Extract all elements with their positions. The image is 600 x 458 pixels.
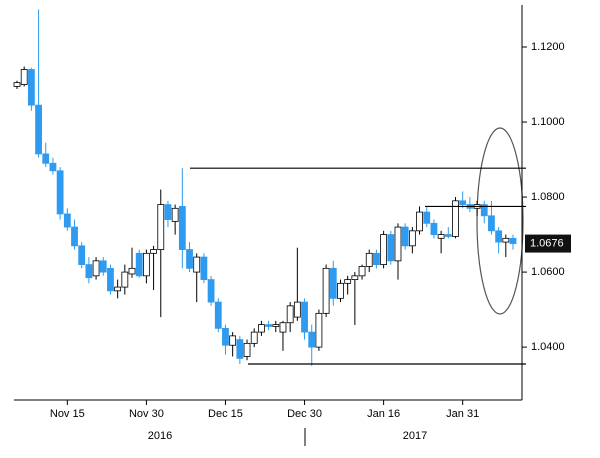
last-price-box (525, 234, 571, 253)
candle-body (250, 331, 258, 344)
candle-body (495, 230, 503, 243)
candle-body (150, 249, 157, 254)
candle-body (71, 226, 78, 247)
candle-body (344, 279, 352, 284)
x-tick-label: Dec 15 (208, 408, 243, 420)
x-tick-label: Jan 16 (367, 408, 400, 420)
y-tick-label: 1.1200 (531, 41, 565, 53)
candle-body (114, 286, 122, 292)
candle-body (35, 104, 42, 155)
candle-body (394, 226, 402, 262)
candle-body (351, 275, 359, 280)
candle-body (272, 324, 280, 327)
candle-body (308, 331, 316, 348)
candle-body (135, 252, 143, 277)
y-tick-label: 1.0600 (531, 266, 565, 278)
last-price-label: 1.0676 (530, 237, 564, 249)
candle-body (164, 204, 172, 220)
candle-body (63, 213, 71, 228)
candle-body (121, 271, 129, 288)
candle-body (243, 342, 251, 357)
candle-body (329, 267, 337, 299)
candle-body (459, 200, 467, 205)
highlight-ellipse (476, 127, 524, 315)
candle-body (186, 249, 193, 269)
candle-body (315, 312, 323, 348)
candle-body (301, 301, 308, 333)
candle-body (214, 301, 222, 329)
y-tick-label: 1.1000 (531, 116, 565, 128)
candle-body (265, 324, 272, 327)
x-tick-label: Nov 30 (129, 408, 164, 420)
candle-body (99, 260, 107, 273)
candle-body (27, 69, 35, 106)
candle-body (337, 282, 344, 299)
candle-body (365, 252, 373, 267)
x-tick-label: Dec 30 (287, 408, 322, 420)
candle-body (207, 279, 215, 303)
candle-body (92, 260, 100, 277)
candle-body (229, 335, 237, 346)
candle-body (358, 266, 366, 277)
candle-body (193, 256, 201, 273)
candle-body (236, 339, 244, 359)
candle-body (423, 211, 431, 224)
y-tick-label: 1.0800 (531, 191, 565, 203)
candle-body (509, 237, 517, 244)
candle-body (178, 206, 186, 250)
candle-body (444, 234, 452, 237)
candle-body (128, 267, 136, 275)
candle-body (85, 264, 93, 279)
year-label: 2017 (403, 430, 427, 442)
candle-body (380, 234, 388, 265)
candle-body (293, 301, 301, 318)
candle-body (13, 82, 21, 87)
candle-body (171, 207, 179, 222)
candle-body (56, 170, 64, 215)
candle-body (42, 153, 50, 164)
y-tick-label: 1.0400 (531, 341, 565, 353)
candle-body (157, 204, 165, 250)
candle-body (107, 267, 114, 292)
candle-body (437, 234, 445, 239)
candle-body (416, 211, 423, 232)
candle-body (222, 327, 229, 346)
x-tick-label: Jan 31 (446, 408, 479, 420)
candle-body (408, 230, 416, 247)
candle-body (480, 204, 488, 217)
year-label: 2016 (148, 430, 172, 442)
candle-body (401, 226, 409, 247)
candle-body (258, 324, 265, 333)
candle-body (286, 305, 294, 324)
candle-body (452, 200, 459, 237)
candle-body (279, 322, 287, 333)
x-tick-label: Nov 15 (50, 408, 85, 420)
candle-body (142, 252, 150, 277)
candle-body (488, 215, 495, 232)
candle-body (387, 234, 395, 262)
candle-body (200, 256, 208, 280)
candle-body (49, 162, 57, 172)
candle-body (78, 245, 86, 265)
candle-body (430, 222, 438, 235)
candle-body (373, 252, 380, 265)
candle-body (20, 69, 28, 85)
candle-body (502, 237, 510, 243)
candle-body (322, 267, 330, 314)
